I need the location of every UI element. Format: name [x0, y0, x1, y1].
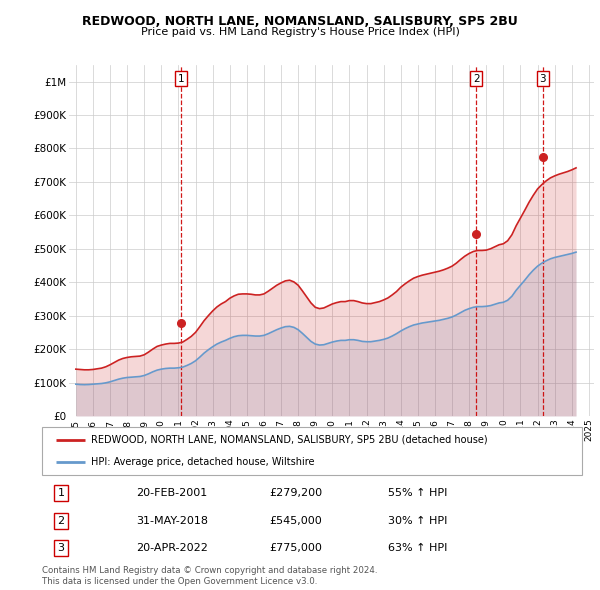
Text: 3: 3: [58, 543, 64, 553]
Text: Contains HM Land Registry data © Crown copyright and database right 2024.
This d: Contains HM Land Registry data © Crown c…: [42, 566, 377, 586]
Text: 30% ↑ HPI: 30% ↑ HPI: [388, 516, 447, 526]
Text: £545,000: £545,000: [269, 516, 322, 526]
Text: 1: 1: [178, 74, 184, 84]
Text: REDWOOD, NORTH LANE, NOMANSLAND, SALISBURY, SP5 2BU (detached house): REDWOOD, NORTH LANE, NOMANSLAND, SALISBU…: [91, 435, 487, 445]
Text: 63% ↑ HPI: 63% ↑ HPI: [388, 543, 447, 553]
Text: HPI: Average price, detached house, Wiltshire: HPI: Average price, detached house, Wilt…: [91, 457, 314, 467]
FancyBboxPatch shape: [42, 427, 582, 475]
Text: 1: 1: [58, 489, 64, 499]
Text: 2: 2: [473, 74, 479, 84]
Text: 2: 2: [58, 516, 64, 526]
Text: £279,200: £279,200: [269, 489, 322, 499]
Text: REDWOOD, NORTH LANE, NOMANSLAND, SALISBURY, SP5 2BU: REDWOOD, NORTH LANE, NOMANSLAND, SALISBU…: [82, 15, 518, 28]
Text: 55% ↑ HPI: 55% ↑ HPI: [388, 489, 447, 499]
Text: Price paid vs. HM Land Registry's House Price Index (HPI): Price paid vs. HM Land Registry's House …: [140, 27, 460, 37]
Text: 20-APR-2022: 20-APR-2022: [137, 543, 208, 553]
Text: 20-FEB-2001: 20-FEB-2001: [137, 489, 208, 499]
Text: 31-MAY-2018: 31-MAY-2018: [137, 516, 209, 526]
Text: 3: 3: [539, 74, 546, 84]
Text: £775,000: £775,000: [269, 543, 322, 553]
